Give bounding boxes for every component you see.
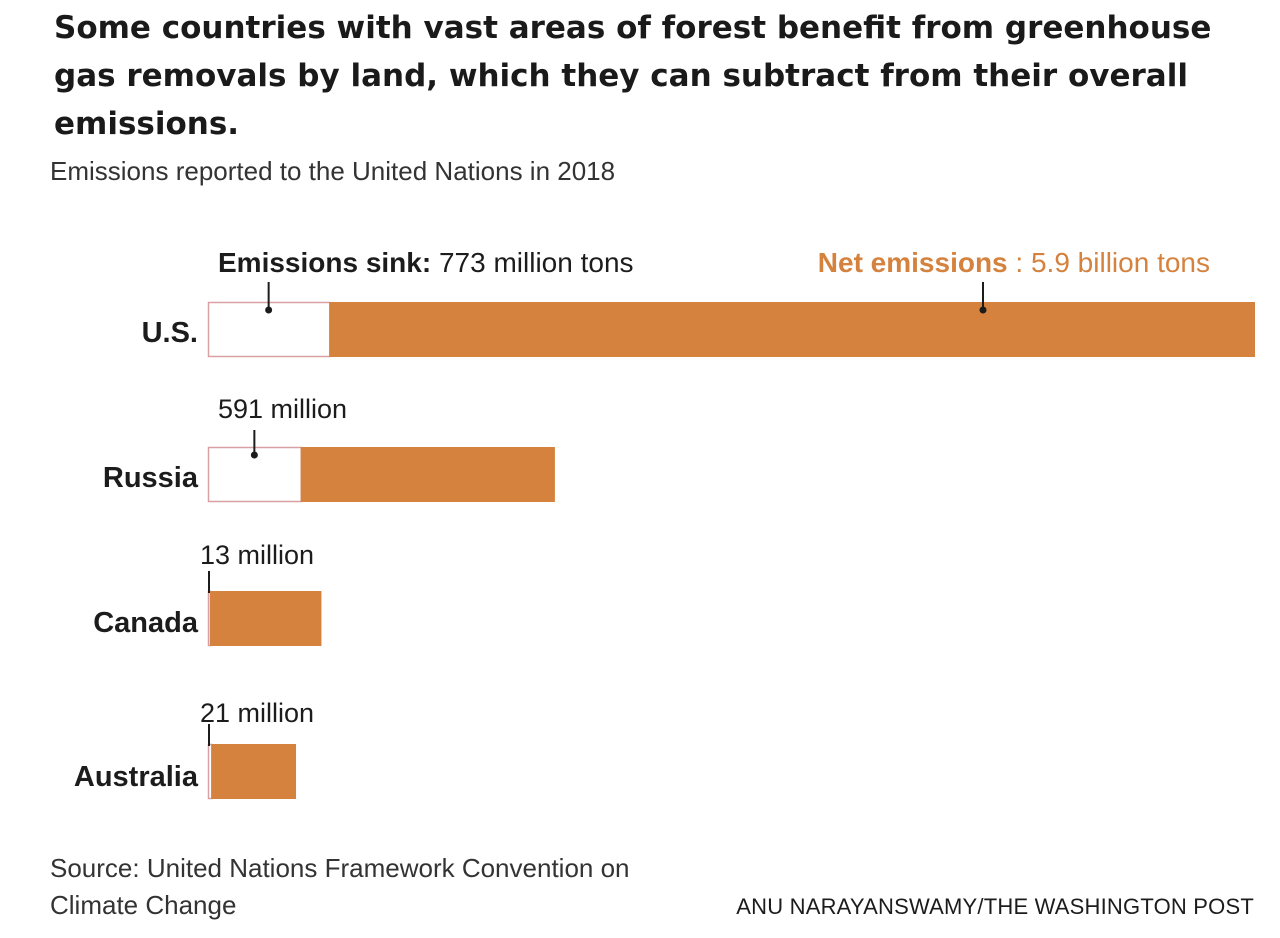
sink-value-label: 13 million bbox=[200, 540, 314, 570]
bar-chart: Emissions sink: 773 million tons Net emi… bbox=[74, 247, 1255, 800]
sink-pointer-dot bbox=[265, 306, 273, 314]
legend-line: Emissions sink: 773 million tons bbox=[218, 247, 634, 278]
legend-sink-label: Emissions sink: bbox=[218, 247, 431, 278]
sink-pointer-dot bbox=[250, 451, 258, 459]
category-label: U.S. bbox=[142, 317, 198, 349]
legend-net-label: Net emissions bbox=[818, 247, 1008, 278]
credit-line: ANU NARAYANSWAMY/THE WASHINGTON POST bbox=[736, 894, 1254, 919]
legend-sink-value: 773 million tons bbox=[439, 247, 634, 278]
chart-subtitle: Emissions reported to the United Nations… bbox=[50, 156, 616, 186]
bar-net-segment bbox=[211, 744, 297, 799]
chart-title: Some countries with vast areas of forest… bbox=[54, 10, 1212, 142]
bars-group: U.S. Russia 591 million Canada 13 million Aus… bbox=[74, 282, 1255, 800]
bar-net-segment bbox=[300, 447, 555, 502]
category-label: Australia bbox=[74, 761, 199, 793]
legend-net: Net emissions : 5.9 billion tons bbox=[818, 247, 1210, 278]
source-note: Source: United Nations Framework Convent… bbox=[50, 853, 630, 920]
category-label: Canada bbox=[93, 607, 199, 639]
legend-net-value: : 5.9 billion tons bbox=[1015, 247, 1210, 278]
bar-net-segment bbox=[210, 591, 322, 646]
bar-sink-segment bbox=[207, 446, 302, 503]
net-pointer-dot bbox=[979, 306, 987, 314]
category-label: Russia bbox=[103, 462, 199, 494]
bar-net-segment bbox=[329, 302, 1255, 357]
sink-value-label: 591 million bbox=[218, 394, 347, 424]
sink-value-label: 21 million bbox=[200, 698, 314, 728]
